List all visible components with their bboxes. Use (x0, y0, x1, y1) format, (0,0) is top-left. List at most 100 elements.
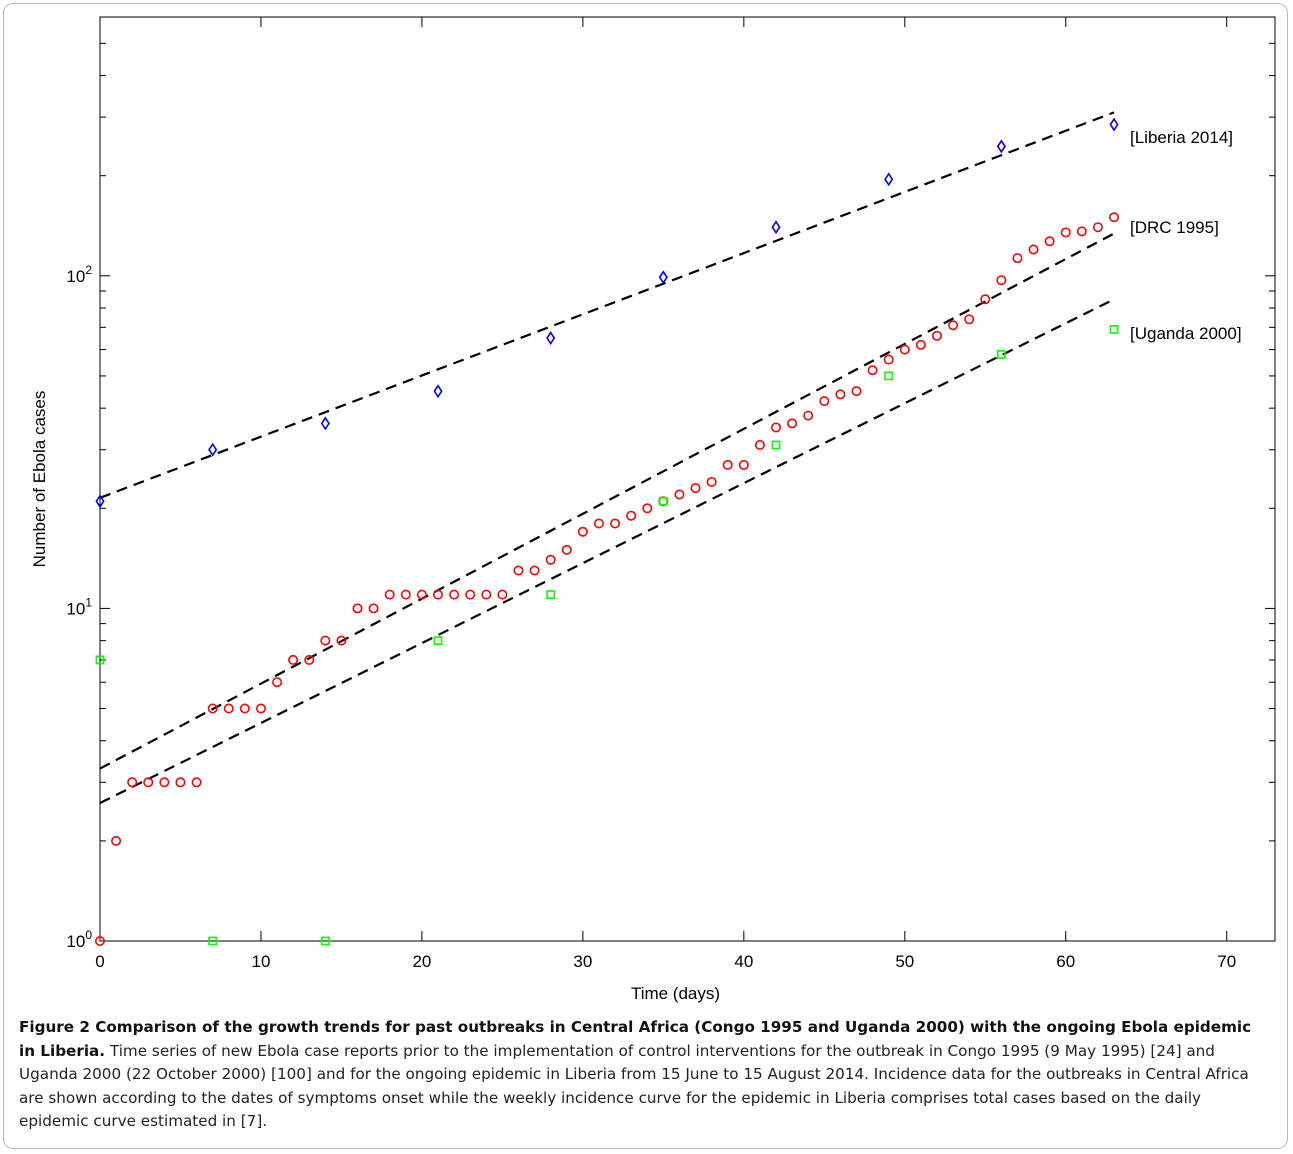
trend-line-2 (99, 232, 1115, 770)
data-point-liberia (996, 139, 1006, 154)
data-point-drc (722, 459, 733, 470)
data-point-drc (1044, 236, 1055, 247)
data-point-drc (851, 386, 862, 397)
data-point-drc (304, 654, 315, 665)
x-tick-label: 10 (251, 952, 270, 971)
data-point-drc (626, 510, 637, 521)
data-point-drc (980, 294, 991, 305)
data-point-drc (95, 935, 106, 946)
data-point-liberia (320, 416, 330, 431)
data-point-uganda (95, 655, 105, 665)
data-point-drc (642, 503, 653, 514)
data-point-drc (529, 565, 540, 576)
data-point-uganda (996, 350, 1006, 359)
caption-text: Time series of new Ebola case reports pr… (19, 1041, 1249, 1131)
data-point-drc (738, 459, 749, 470)
data-point-drc (593, 518, 604, 529)
data-point-drc (787, 418, 798, 429)
y-tick-label: 100 (66, 928, 92, 951)
data-point-drc (336, 635, 347, 646)
data-point-drc (497, 589, 508, 600)
x-tick-label: 50 (895, 952, 914, 971)
data-point-drc (577, 526, 588, 537)
data-point-drc (610, 518, 621, 529)
data-point-drc (835, 389, 846, 400)
data-point-drc (915, 339, 926, 350)
data-point-drc (771, 422, 782, 433)
data-point-drc (239, 703, 250, 714)
data-point-drc (690, 483, 701, 494)
data-point-drc (191, 777, 202, 788)
data-point-drc (754, 439, 765, 450)
data-point-drc (1028, 244, 1039, 255)
data-point-drc (288, 654, 299, 665)
data-point-drc (481, 589, 492, 600)
x-tick-label: 20 (412, 952, 431, 971)
trend-line-1 (99, 111, 1115, 499)
data-point-drc (883, 354, 894, 365)
data-point-drc (127, 777, 138, 788)
y-axis-label: Number of Ebola cases (30, 391, 49, 568)
x-axis-label: Time (days) (631, 984, 720, 1003)
data-point-drc (223, 703, 234, 714)
data-point-uganda (208, 936, 218, 946)
data-point-drc (803, 410, 814, 421)
data-point-drc (819, 396, 830, 407)
data-point-liberia (208, 442, 218, 457)
data-point-drc (352, 603, 363, 614)
data-point-drc (368, 603, 379, 614)
data-point-drc (561, 544, 572, 555)
data-point-drc (433, 589, 444, 600)
x-tick-label: 70 (1217, 952, 1236, 971)
data-point-liberia (546, 331, 556, 345)
data-point-drc (384, 589, 395, 600)
data-point-drc (159, 777, 170, 788)
y-tick-label: 101 (66, 595, 92, 618)
data-point-drc (1060, 227, 1071, 238)
data-point-drc (706, 476, 717, 487)
data-point-drc (545, 554, 556, 565)
data-point-drc (320, 635, 331, 646)
data-point-drc (143, 777, 154, 788)
data-point-liberia (658, 270, 668, 285)
data-point-drc (111, 835, 122, 846)
data-point-drc (674, 489, 685, 500)
series-label-1: [Liberia 2014] (1130, 128, 1233, 147)
data-point-drc (948, 320, 959, 331)
data-point-uganda (1109, 325, 1119, 334)
series-label-3: [Uganda 2000] (1130, 324, 1242, 343)
data-point-drc (272, 677, 283, 688)
data-point-drc (416, 589, 427, 600)
chart: 0 10 20 30 40 50 60 70 100 101 102 Time (days) Numbe… (30, 16, 1276, 1003)
data-point-liberia (884, 172, 894, 187)
data-point-uganda (771, 440, 781, 450)
caption-title: Figure 2 Comparison of the growth trends… (19, 1018, 1252, 1060)
data-point-drc (1092, 222, 1103, 233)
data-point-drc (175, 777, 186, 788)
data-point-uganda (320, 936, 330, 946)
figure-frame (3, 3, 1288, 1149)
data-point-drc (964, 314, 975, 325)
figure-caption: Figure 2 Comparison of the growth trends… (19, 1016, 1269, 1134)
data-point-uganda (546, 590, 556, 600)
data-point-uganda (658, 496, 668, 506)
data-point-drc (1109, 212, 1120, 223)
data-point-drc (400, 589, 411, 600)
trend-line-3 (99, 298, 1115, 804)
data-point-drc (996, 275, 1007, 286)
data-point-uganda (884, 371, 894, 381)
data-point-drc (867, 365, 878, 376)
x-tick-label: 40 (734, 952, 753, 971)
x-tick-label: 60 (1056, 952, 1075, 971)
data-point-liberia (433, 384, 443, 399)
data-point-drc (207, 703, 218, 714)
data-point-liberia (1109, 117, 1119, 132)
y-tick-label: 102 (66, 263, 92, 286)
x-tick-label: 0 (95, 952, 104, 971)
series-label-2: [DRC 1995] (1130, 218, 1219, 237)
data-point-uganda (433, 636, 443, 646)
data-point-liberia (771, 220, 781, 235)
data-point-drc (465, 589, 476, 600)
data-point-drc (1012, 253, 1023, 264)
data-point-drc (899, 344, 910, 355)
